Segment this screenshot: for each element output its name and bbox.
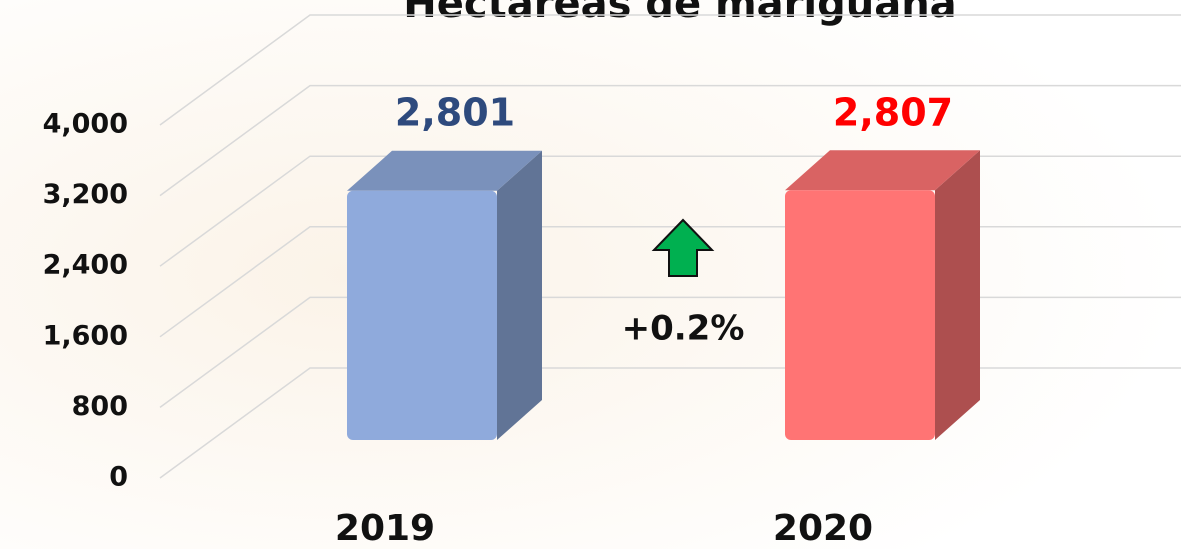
bar-side xyxy=(935,150,980,440)
bar xyxy=(347,190,497,440)
annotation: +0.2% xyxy=(622,309,745,349)
bar-top xyxy=(785,150,980,191)
bar-top xyxy=(347,150,542,191)
grid-line xyxy=(159,84,1181,197)
value-label: 2,801 xyxy=(395,91,515,135)
y-tick-label: 1,600 xyxy=(43,320,128,351)
bar-side xyxy=(497,150,542,440)
y-tick-label: 800 xyxy=(72,391,128,422)
y-tick-label: 3,200 xyxy=(43,179,128,210)
bar xyxy=(785,190,935,440)
y-tick-label: 0 xyxy=(109,462,128,493)
grid-line xyxy=(159,14,1181,126)
value-label: 2,807 xyxy=(833,91,953,135)
x-tick-label: 2020 xyxy=(773,508,873,549)
up-arrow xyxy=(651,218,715,277)
y-tick-label: 2,400 xyxy=(43,250,128,281)
y-tick-label: 4,000 xyxy=(43,109,128,140)
x-tick-label: 2019 xyxy=(335,508,435,549)
chart-title: Hectáreas de mariguana xyxy=(403,0,956,27)
